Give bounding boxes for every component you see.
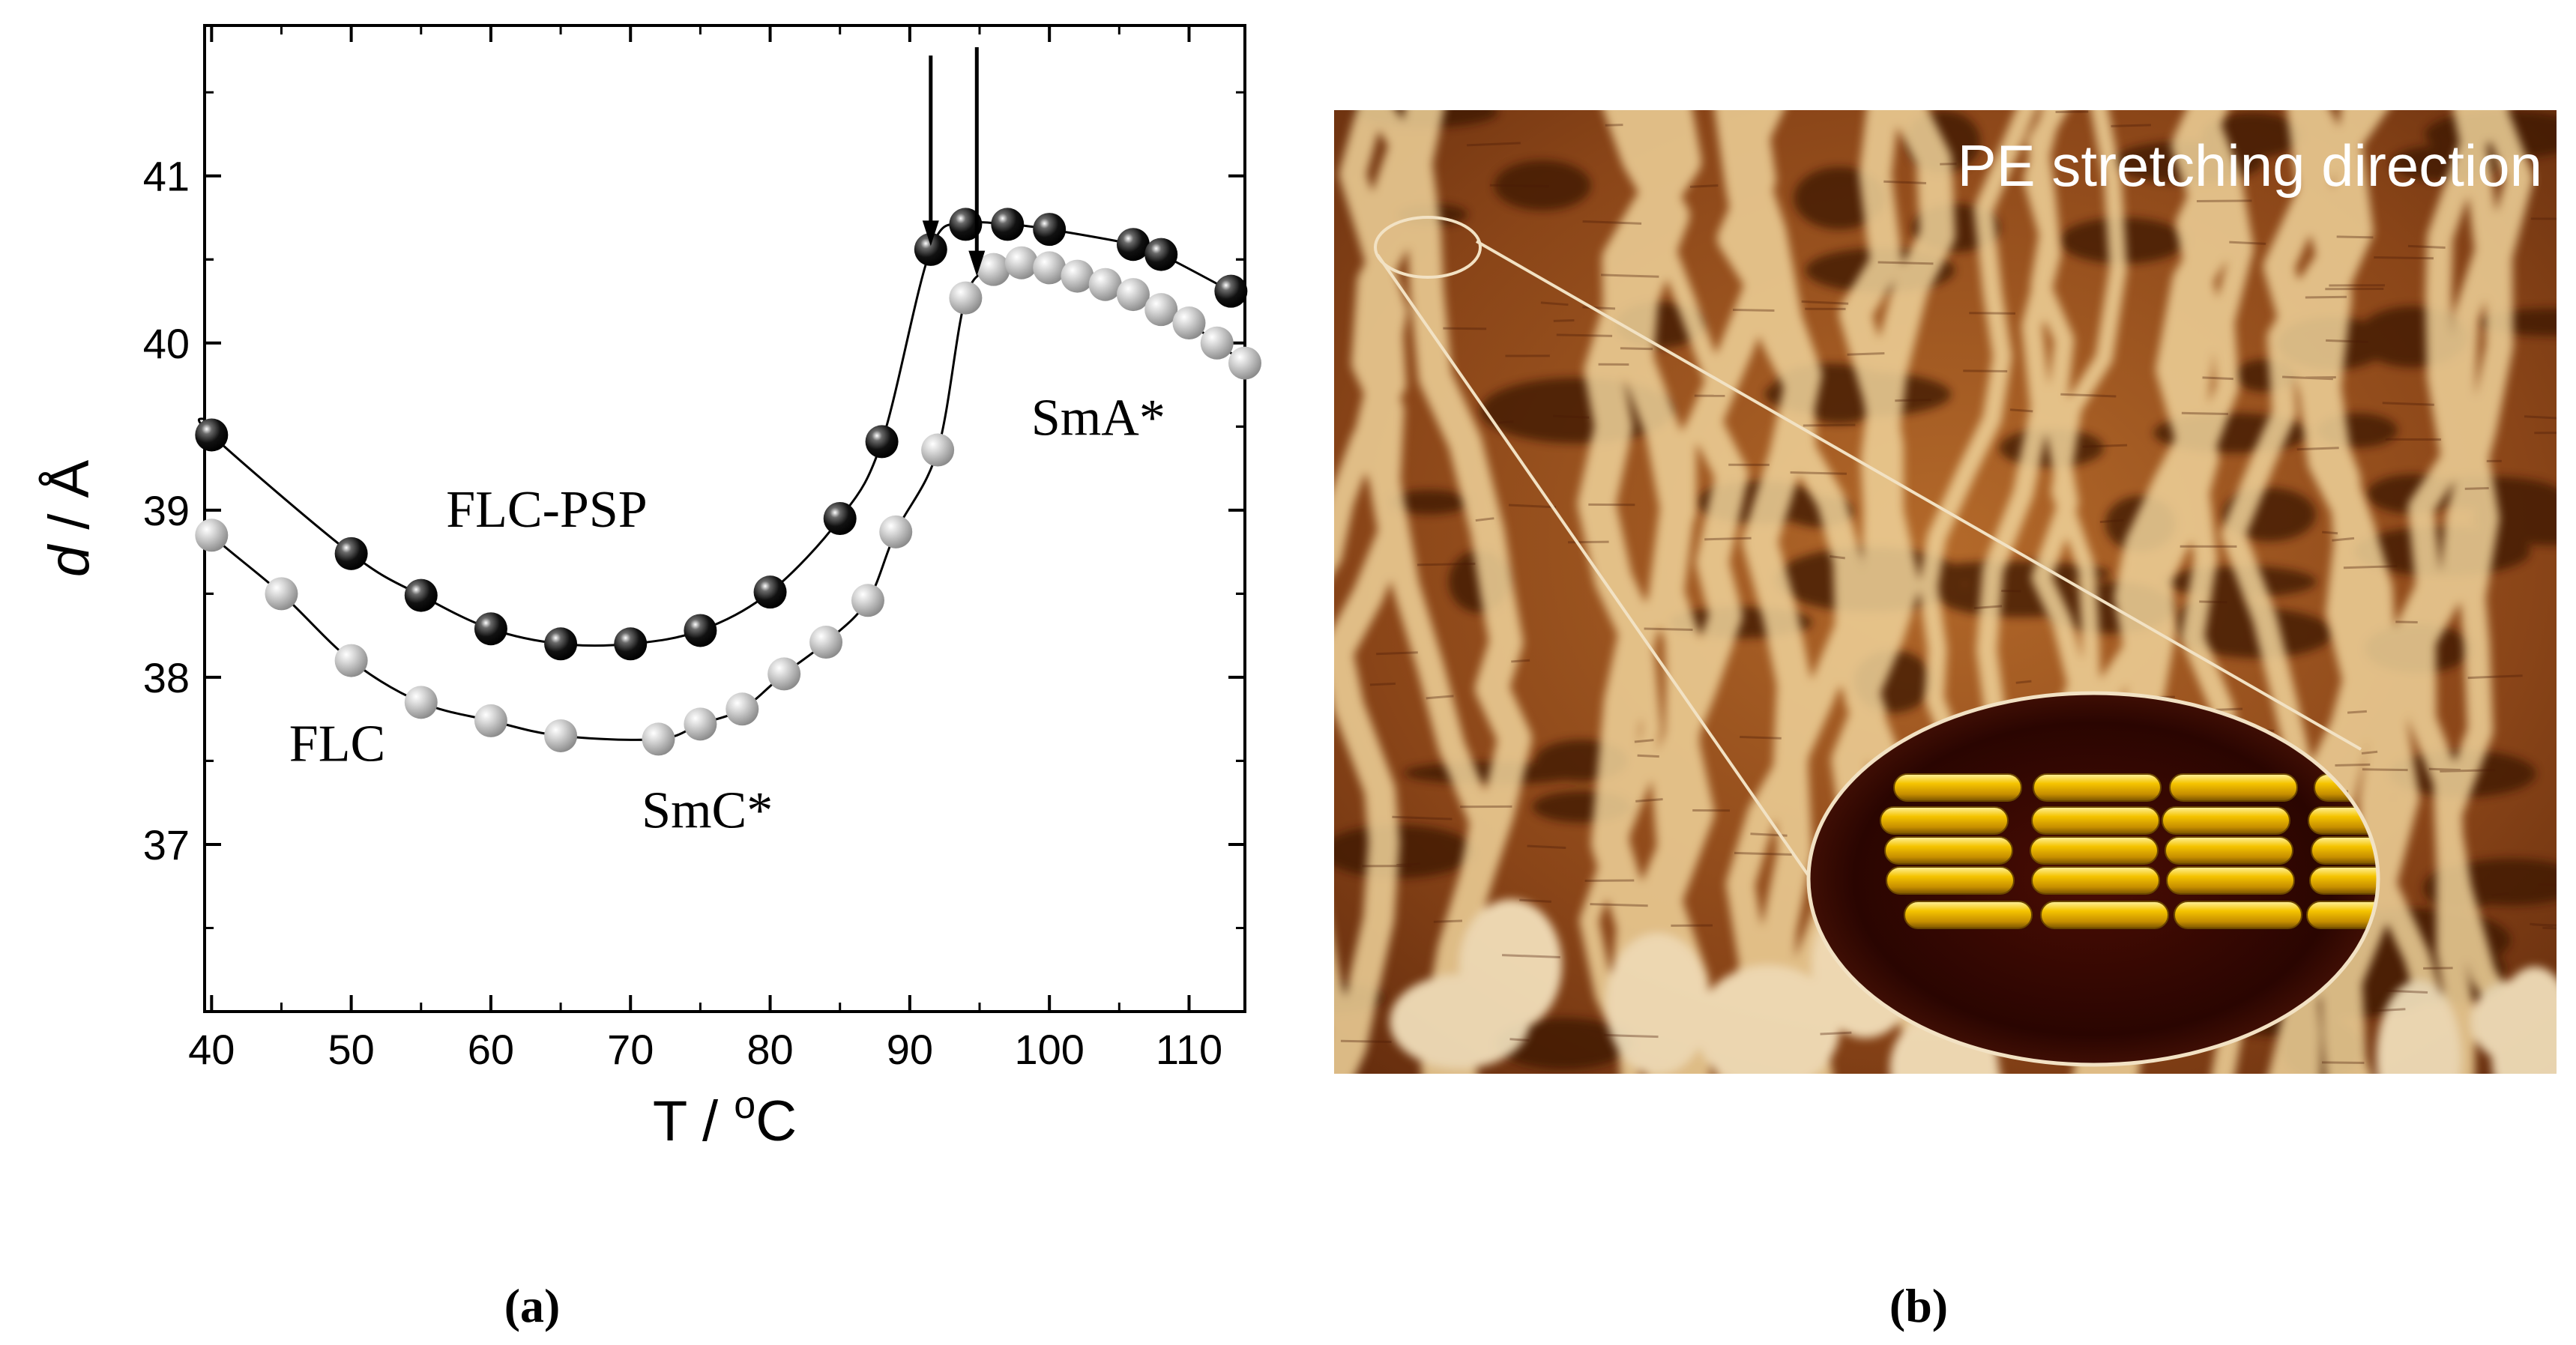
data-point-flc: [1116, 278, 1150, 312]
smectic-rod: [2040, 901, 2169, 929]
data-point-flc-psp: [1144, 238, 1178, 271]
data-point-flc: [1088, 268, 1122, 301]
data-point-flc: [1033, 251, 1067, 285]
data-point-flc: [1144, 293, 1178, 327]
smectic-rod: [2031, 866, 2160, 895]
data-point-flc-psp: [949, 208, 983, 241]
data-point-flc-psp: [1033, 213, 1067, 247]
data-point-flc: [767, 657, 801, 691]
data-point-flc: [334, 644, 368, 677]
data-point-flc-psp: [1116, 228, 1150, 262]
data-point-flc-psp: [544, 627, 578, 661]
y-tick-labels: 37 38 39 40 41: [143, 153, 190, 868]
panel-b-label: (b): [1889, 1279, 1948, 1332]
transition-arrow-head: [922, 220, 939, 247]
data-point-flc: [684, 707, 717, 741]
x-tick-label: 80: [746, 1026, 793, 1073]
series-points: [195, 208, 1261, 756]
y-tick-label: 37: [143, 821, 190, 868]
data-point-flc-psp: [753, 575, 787, 609]
data-point-flc-psp: [404, 578, 438, 612]
smectic-rod: [2165, 836, 2293, 865]
stretching-direction-caption: PE stretching direction: [1958, 133, 2542, 199]
x-tick-label: 100: [1014, 1026, 1084, 1073]
data-point-flc-psp: [823, 502, 857, 535]
data-point-flc: [977, 253, 1010, 286]
data-point-flc-psp: [991, 208, 1025, 241]
data-point-flc: [642, 722, 675, 756]
data-point-flc: [544, 719, 578, 752]
panel-b-image: PE stretching direction (b): [1334, 110, 2557, 1332]
y-tick-label: 39: [143, 487, 190, 534]
data-point-flc: [726, 692, 759, 726]
smectic-rod: [2309, 866, 2378, 895]
smectic-layer-inset: [1806, 691, 2380, 1067]
data-point-flc: [195, 519, 229, 552]
data-point-flc: [809, 626, 843, 659]
x-axis-title: T / oC: [653, 1083, 797, 1153]
data-point-flc: [1061, 259, 1094, 293]
data-point-flc: [474, 704, 507, 737]
data-point-flc-psp: [614, 627, 648, 661]
y-tick-label: 40: [143, 320, 190, 367]
x-tick-label: 110: [1156, 1026, 1222, 1073]
smectic-rod: [2174, 901, 2302, 929]
smectic-rod: [2162, 806, 2290, 835]
data-point-flc-psp: [1214, 274, 1248, 308]
axis-ticks: [205, 25, 1245, 1012]
data-point-flc: [879, 515, 913, 548]
data-point-flc: [1200, 326, 1234, 360]
x-tick-label: 70: [607, 1026, 654, 1073]
data-point-flc-psp: [684, 614, 717, 647]
smectic-rod: [2166, 866, 2295, 895]
data-point-flc: [1228, 346, 1261, 380]
data-point-flc-psp: [195, 418, 229, 452]
smectic-rod: [1884, 836, 2013, 865]
plot-frame: [203, 24, 1246, 1013]
x-tick-label: 60: [468, 1026, 514, 1073]
data-point-flc-psp: [865, 425, 899, 459]
transition-arrows: [922, 46, 986, 276]
smectic-rod: [2030, 836, 2159, 865]
transition-arrow-head: [968, 250, 986, 276]
zoom-line-right: [1476, 240, 2362, 751]
smectic-rod: [1904, 901, 2033, 929]
data-point-flc: [949, 281, 983, 315]
smectic-rod: [2033, 773, 2162, 802]
data-point-flc: [851, 584, 884, 617]
annotation-label: SmA*: [1031, 389, 1165, 447]
panel-a-label: (a): [504, 1279, 561, 1332]
y-tick-label: 38: [143, 654, 190, 701]
annotation-label: SmC*: [642, 782, 773, 840]
data-point-flc-psp: [914, 232, 947, 266]
data-point-flc-psp: [334, 537, 368, 570]
x-tick-label: 90: [887, 1026, 933, 1073]
annotation-label: FLC: [289, 715, 385, 773]
x-tick-label: 40: [188, 1026, 235, 1073]
data-point-flc: [1004, 246, 1038, 279]
data-point-flc: [921, 433, 955, 467]
y-axis-title: d / Å: [37, 460, 101, 578]
y-tick-label: 41: [143, 153, 190, 200]
data-point-flc: [265, 577, 298, 611]
smectic-rod: [2031, 806, 2160, 835]
data-point-flc-psp: [474, 612, 507, 646]
zoom-line-left: [1376, 253, 1812, 880]
data-point-flc: [404, 686, 438, 719]
smectic-rod: [1886, 866, 2015, 895]
annotation-label: FLC-PSP: [446, 481, 647, 539]
smectic-rod: [1893, 773, 2022, 802]
annotations: FLC-PSP FLC SmC* SmA*: [289, 389, 1165, 839]
smectic-rod: [1880, 806, 2009, 835]
x-tick-labels: 40 50 60 70 80 90 100 110: [188, 1026, 1222, 1073]
data-point-flc: [1172, 306, 1206, 340]
x-tick-label: 50: [328, 1026, 374, 1073]
smectic-rod: [2169, 773, 2298, 802]
zoom-source-ellipse: [1374, 216, 1482, 279]
